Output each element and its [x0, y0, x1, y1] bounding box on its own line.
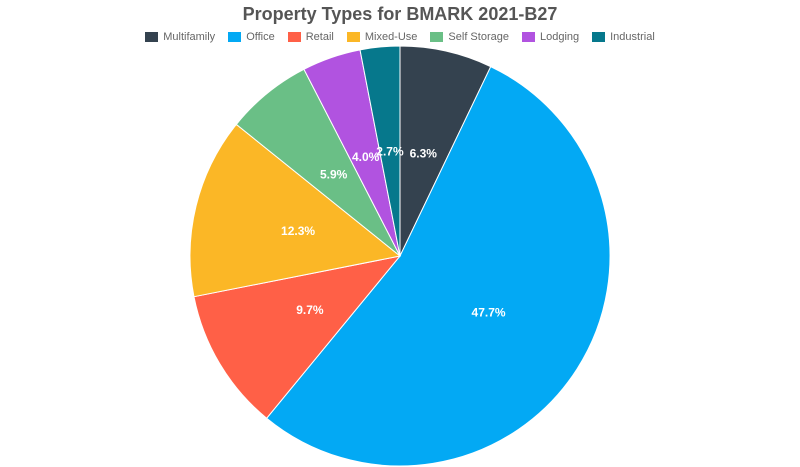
- legend-swatch: [430, 32, 444, 42]
- pie-slice-retail[interactable]: [193, 255, 402, 419]
- legend-label: Lodging: [539, 31, 580, 43]
- data-label: 47.7%: [472, 305, 506, 319]
- legend-item[interactable]: Retail: [287, 31, 334, 43]
- data-label: 6.3%: [410, 147, 438, 161]
- data-label: 5.9%: [320, 168, 348, 182]
- legend: Multifamily Office Retail Mixed-Use Self Sto…: [0, 31, 800, 43]
- legend-item[interactable]: Industrial: [592, 31, 655, 43]
- legend-item[interactable]: Self Storage: [430, 31, 509, 43]
- legend-swatch: [346, 32, 360, 42]
- legend-label: Office: [246, 31, 275, 43]
- legend-swatch: [145, 32, 159, 42]
- legend-label: Mixed-Use: [364, 31, 418, 43]
- legend-swatch: [287, 32, 301, 42]
- data-label: 4.0%: [352, 150, 380, 164]
- legend-item[interactable]: Office: [228, 31, 275, 43]
- data-label: 12.3%: [281, 224, 315, 238]
- legend-swatch: [592, 32, 606, 42]
- legend-item[interactable]: Mixed-Use: [346, 31, 418, 43]
- legend-label: Multifamily: [163, 31, 216, 43]
- pie-slice-office[interactable]: [265, 65, 611, 467]
- pie-slice-industrial[interactable]: [359, 45, 401, 257]
- legend-item[interactable]: Multifamily: [145, 31, 215, 43]
- legend-label: Self Storage: [448, 31, 509, 43]
- chart-title: Property Types for BMARK 2021-B27: [242, 4, 558, 24]
- legend-item[interactable]: Lodging: [521, 31, 580, 43]
- legend-label: Industrial: [610, 31, 655, 43]
- pie-slice-mixed-use[interactable]: [189, 123, 402, 298]
- legend-swatch: [228, 32, 242, 42]
- legend-swatch: [521, 32, 535, 42]
- legend-label: Retail: [305, 31, 334, 43]
- data-label: 9.7%: [296, 303, 324, 317]
- data-label: 2.7%: [376, 144, 404, 158]
